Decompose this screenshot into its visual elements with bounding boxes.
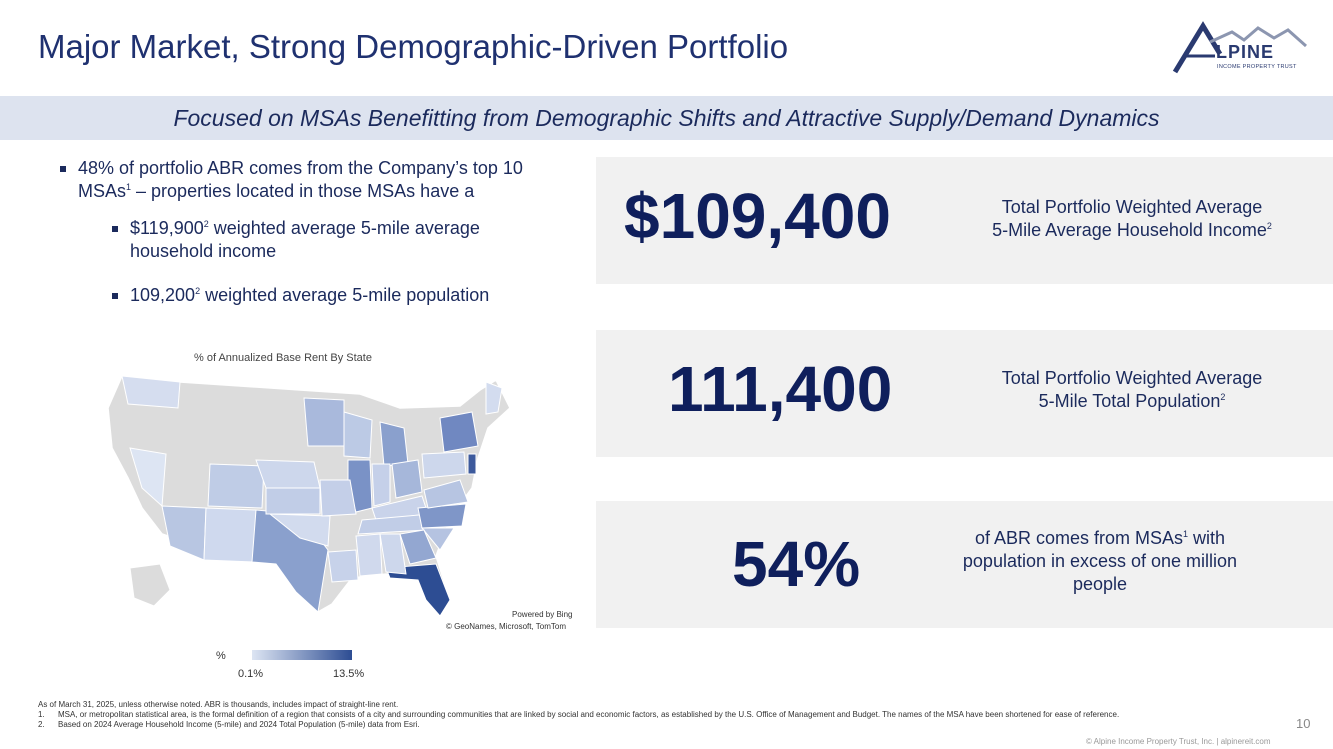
map-powered-by: Powered by Bing	[512, 610, 573, 619]
footnote-ref: 2	[203, 219, 209, 229]
subtitle-banner: Focused on MSAs Benefitting from Demogra…	[0, 96, 1333, 140]
stat-desc-line: 5-Mile Total Population	[1038, 391, 1221, 411]
footnote-2: 2. Based on 2024 Average Household Income…	[38, 720, 1278, 730]
state-washington	[121, 375, 181, 409]
stat-desc-line: Total Portfolio Weighted Average	[1001, 368, 1263, 388]
state-ohio	[391, 459, 423, 499]
bullet-main-text: 48% of portfolio ABR comes from the Comp…	[78, 158, 523, 201]
state-virginia	[423, 479, 469, 509]
state-georgia	[399, 529, 437, 565]
page-number: 10	[1296, 716, 1311, 731]
footnotes: As of March 31, 2025, unless otherwise n…	[38, 700, 1278, 730]
footnote-number: 1.	[38, 710, 45, 719]
state-colorado	[207, 463, 265, 509]
logo-wordmark: LPINE	[1216, 42, 1275, 62]
bullet-sub2-value: 109,200	[130, 285, 196, 305]
footnote-text: Based on 2024 Average Household Income (…	[58, 720, 420, 729]
bullet-sub1-value: $119,900	[130, 218, 204, 238]
stat-desc-line: with	[1188, 528, 1226, 548]
state-arizona	[161, 505, 207, 561]
stat-desc-income: Total Portfolio Weighted Average 5-Mile …	[964, 196, 1300, 242]
footnote-ref: 2	[195, 286, 201, 296]
legend-max: 13.5%	[333, 668, 365, 680]
state-south-carolina	[420, 527, 455, 551]
stat-desc-population: Total Portfolio Weighted Average 5-Mile …	[964, 367, 1300, 413]
legend-gradient	[252, 650, 352, 660]
bullet-sub-population: 109,2002 weighted average 5-mile populat…	[112, 284, 560, 307]
state-alabama	[379, 533, 407, 575]
footnote-ref: 2	[1220, 392, 1226, 402]
footnote-ref: 2	[1266, 221, 1272, 231]
state-new-jersey	[467, 453, 477, 475]
logo-subtitle: INCOME PROPERTY TRUST	[1217, 64, 1297, 70]
footnote-ref: 1	[126, 182, 132, 192]
state-louisiana	[327, 549, 359, 583]
map-credits: © GeoNames, Microsoft, TomTom	[446, 622, 566, 631]
page-title: Major Market, Strong Demographic-Driven …	[38, 28, 789, 65]
state-maine	[485, 381, 503, 415]
state-florida	[385, 563, 451, 617]
bullet-main: 48% of portfolio ABR comes from the Comp…	[60, 157, 560, 203]
state-pennsylvania	[421, 451, 467, 479]
stat-desc-line: 5-Mile Average Household Income	[992, 220, 1267, 240]
bullet-main-text-2: – properties located in those MSAs have …	[131, 181, 475, 201]
stat-panel-population: 111,400 Total Portfolio Weighted Average…	[596, 330, 1333, 457]
state-kansas	[265, 487, 321, 515]
stat-panel-income: $109,400 Total Portfolio Weighted Averag…	[596, 157, 1333, 284]
state-mississippi	[355, 533, 383, 577]
state-minnesota	[303, 397, 345, 447]
state-indiana	[371, 463, 391, 507]
banner-text: Focused on MSAs Benefitting from Demogra…	[173, 104, 1160, 131]
stat-desc-line: Total Portfolio Weighted Average	[1001, 197, 1263, 217]
footnote-1: 1. MSA, or metropolitan statistical area,…	[38, 710, 1278, 720]
footnote-intro: As of March 31, 2025, unless otherwise n…	[38, 700, 399, 709]
stat-desc-line: of ABR comes from MSAs	[974, 528, 1184, 548]
footnote-ref: 1	[1183, 529, 1189, 539]
state-wisconsin	[343, 411, 373, 459]
stat-desc-abr: of ABR comes from MSAs1 with population …	[932, 527, 1268, 596]
stat-value-population: 111,400	[668, 353, 893, 425]
state-new-mexico	[203, 507, 257, 563]
copyright: © Alpine Income Property Trust, Inc. | a…	[1086, 737, 1271, 746]
state-nebraska	[255, 459, 321, 489]
footnote-number: 2.	[38, 720, 45, 729]
bullet-sub-income: $119,9002 weighted average 5-mile averag…	[112, 217, 560, 263]
us-choropleth-map	[107, 375, 511, 618]
stat-panel-abr: 54% of ABR comes from MSAs1 with populat…	[596, 501, 1333, 628]
state-oklahoma	[268, 513, 331, 547]
legend-label: %	[216, 650, 226, 662]
footnote-text: MSA, or metropolitan statistical area, i…	[58, 710, 1120, 719]
alpine-logo	[1172, 21, 1307, 74]
stat-value-abr: 54%	[732, 528, 861, 600]
legend-min: 0.1%	[238, 668, 264, 680]
stat-desc-line: people	[1072, 574, 1128, 594]
bullet-sub2-text: weighted average 5-mile population	[200, 285, 490, 305]
map-title: % of Annualized Base Rent By State	[194, 352, 372, 364]
state-missouri	[319, 479, 357, 517]
stat-desc-line: population in excess of one million	[962, 551, 1238, 571]
stat-value-income: $109,400	[624, 180, 891, 252]
state-new-york	[439, 411, 479, 453]
bullet-sub1-text: weighted average 5-mile average househol…	[130, 218, 480, 261]
state-north-carolina	[417, 503, 467, 529]
state-alaska	[129, 563, 171, 607]
state-michigan	[379, 421, 409, 467]
bullet-list: 48% of portfolio ABR comes from the Comp…	[60, 157, 560, 307]
